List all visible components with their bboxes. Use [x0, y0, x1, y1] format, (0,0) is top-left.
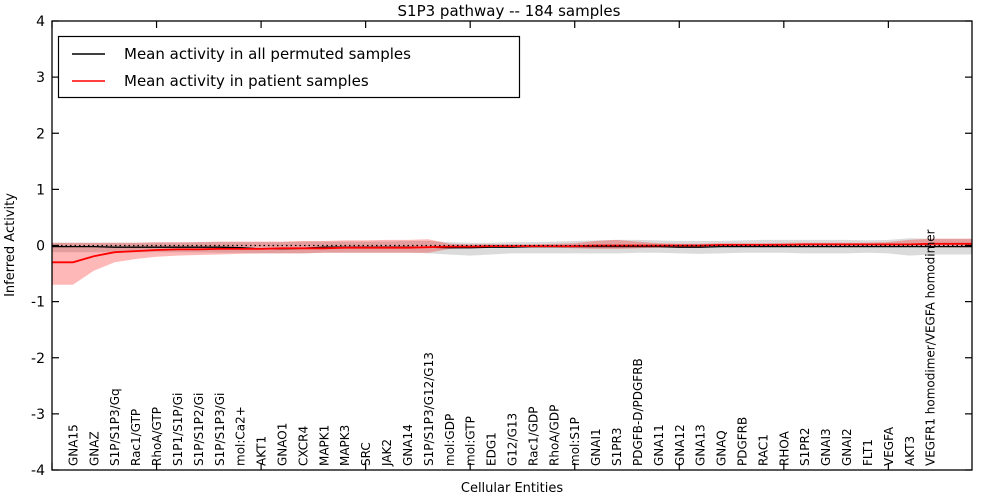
x-tick-label: AKT3: [903, 436, 917, 466]
x-tick-label: S1P1/S1P/Gi: [171, 393, 185, 466]
x-tick-label: GNA11: [652, 424, 666, 466]
x-tick-label: S1PR2: [798, 428, 812, 466]
x-tick-label: mol:GDP: [443, 414, 457, 466]
x-tick-label: RHOA: [777, 430, 791, 466]
y-tick-label: -2: [31, 351, 45, 367]
x-tick-label: RhoA/GTP: [150, 407, 164, 466]
x-tick-label: GNAI3: [819, 428, 833, 466]
y-tick-label: 3: [36, 70, 45, 86]
y-tick-label: -4: [31, 463, 45, 479]
x-tick-label: VEGFR1 homodimer/VEGFA homodimer: [924, 229, 938, 466]
x-tick-label: mol:GTP: [464, 416, 478, 466]
patient-mean-line: [52, 242, 972, 264]
x-tick-label: S1P/S1P3/Gq: [108, 388, 122, 466]
x-tick-label: GNAI1: [589, 428, 603, 466]
y-tick-label: 4: [36, 14, 45, 30]
y-tick-label: -3: [31, 407, 45, 423]
x-tick-label: PDGFRB: [736, 417, 750, 466]
x-tick-label: SRC: [359, 442, 373, 466]
y-axis-label: Inferred Activity: [3, 193, 18, 297]
x-tick-label: GNAZ: [87, 431, 101, 466]
x-tick-label: AKT1: [255, 436, 269, 466]
x-tick-label: MAPK1: [317, 425, 331, 466]
chart-title: S1P3 pathway -- 184 samples: [398, 2, 621, 20]
x-tick-label: EDG1: [485, 432, 499, 466]
x-tick-labels: GNA15 GNAZ S1P/S1P3/Gq Rac1/GTP RhoA/GTP S1P1…: [66, 229, 937, 467]
x-tick-label: Rac1/GDP: [526, 407, 540, 466]
y-tick-label: 1: [36, 182, 45, 198]
permuted-mean-line: [52, 245, 972, 250]
legend-label-permuted: Mean activity in all permuted samples: [124, 45, 411, 63]
x-tick-label: GNA14: [401, 424, 415, 466]
x-tick-label: S1P/S1P3/G12/G13: [422, 352, 436, 466]
x-tick-label: JAK2: [380, 439, 394, 467]
x-tick-label: RhoA/GDP: [547, 405, 561, 466]
x-axis-label: Cellular Entities: [461, 481, 563, 496]
plot-frame: [51, 20, 973, 471]
x-tick-label: MAPK3: [338, 425, 352, 466]
x-tick-label: GNA15: [66, 424, 80, 466]
legend-label-patient: Mean activity in patient samples: [124, 72, 369, 90]
x-tick-label: GNAI2: [840, 428, 854, 466]
x-tick-label: S1P/S1P3/Gi: [213, 393, 227, 466]
x-tick-label: RAC1: [756, 434, 770, 466]
legend: Mean activity in all permuted samples Me…: [57, 35, 521, 99]
x-tick-label: GNA13: [694, 424, 708, 466]
x-tick-label: S1P/S1P2/Gi: [192, 393, 206, 466]
series-lines: [52, 242, 972, 264]
x-tick-label: FLT1: [861, 439, 875, 466]
x-tick-label: mol:Ca2+: [234, 406, 248, 466]
x-tick-label: G12/G13: [506, 413, 520, 466]
legend-box: [57, 35, 521, 99]
x-tick-label: S1PR3: [610, 428, 624, 466]
x-tick-label: mol:S1P: [568, 417, 582, 466]
y-tick-labels: -4 -3 -2 -1 0 1 2 3 4: [31, 14, 45, 479]
patient-confidence-band: [52, 238, 972, 285]
x-tick-label: GNAQ: [715, 430, 729, 466]
x-tick-label: VEGFA: [882, 426, 896, 466]
x-tick-label: GNA12: [673, 424, 687, 466]
y-tick-label: 0: [36, 239, 45, 255]
y-tick-label: -1: [31, 295, 45, 311]
x-tick-label: Rac1/GTP: [129, 409, 143, 466]
y-tick-label: 2: [36, 126, 45, 142]
x-tick-label: GNAO1: [276, 423, 290, 466]
x-tick-label: CXCR4: [296, 426, 310, 466]
x-tick-label: PDGFB-D/PDGFRB: [631, 358, 645, 466]
